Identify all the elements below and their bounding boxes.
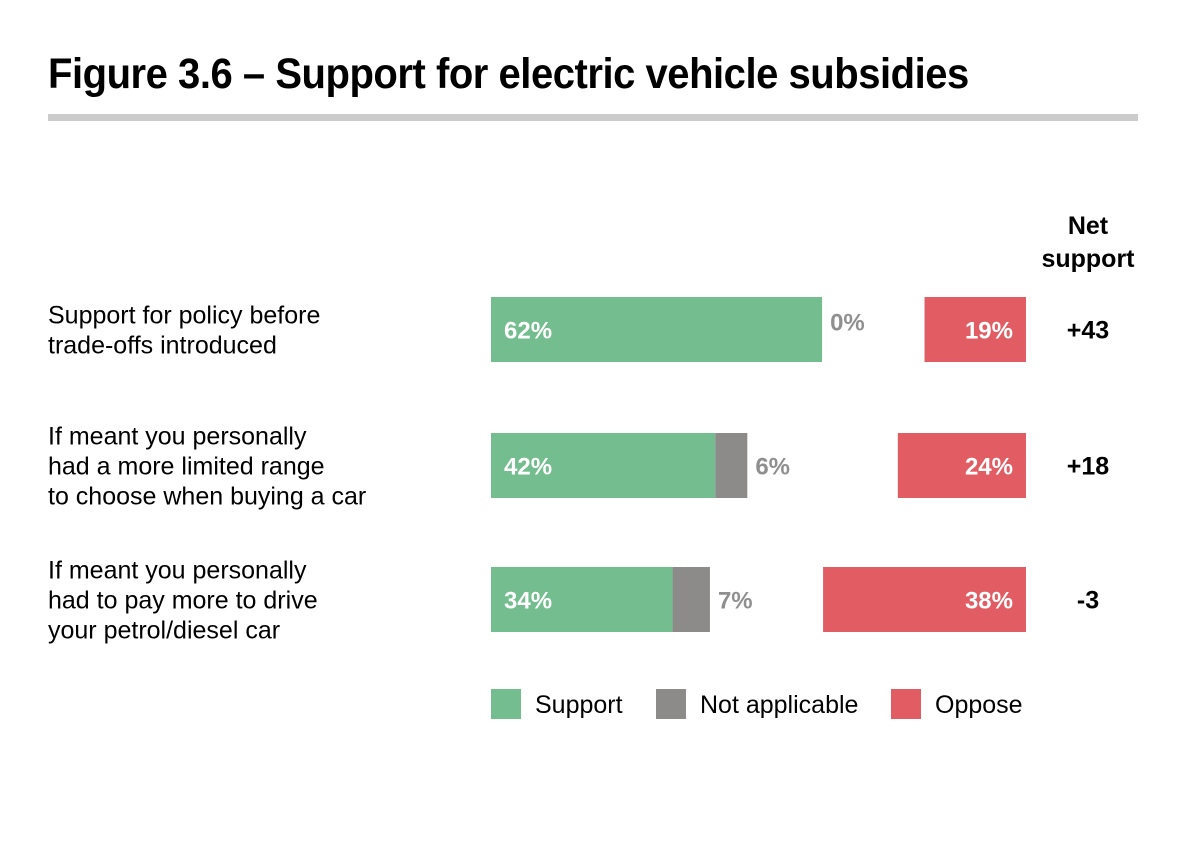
not-applicable-value-label: 6% bbox=[755, 454, 790, 481]
support-value-label: 62% bbox=[504, 318, 552, 345]
not-applicable-value-label: 0% bbox=[830, 310, 865, 337]
support-bar bbox=[491, 297, 823, 362]
oppose-bar bbox=[924, 297, 1026, 362]
title-rule bbox=[48, 114, 1138, 121]
net-support-value: +43 bbox=[1067, 317, 1109, 345]
category-label: to choose when buying a car bbox=[48, 483, 366, 511]
legend-not-applicable-label: Not applicable bbox=[700, 691, 858, 719]
net-support-value: -3 bbox=[1077, 587, 1099, 615]
legend-support-label: Support bbox=[535, 691, 623, 719]
net-support-value: +18 bbox=[1067, 453, 1110, 481]
category-label: If meant you personally bbox=[48, 423, 307, 451]
oppose-value-label: 19% bbox=[965, 318, 1013, 345]
category-label: had a more limited range bbox=[48, 453, 325, 481]
net-support-header: support bbox=[1041, 245, 1135, 273]
category-label: If meant you personally bbox=[48, 557, 307, 585]
chart-title: Figure 3.6 – Support for electric vehicl… bbox=[48, 50, 969, 98]
not-applicable-value-label: 7% bbox=[718, 588, 753, 615]
category-label: had to pay more to drive bbox=[48, 587, 318, 615]
oppose-bar bbox=[823, 567, 1026, 632]
oppose-bar bbox=[897, 433, 1026, 498]
legend-oppose-swatch bbox=[891, 689, 921, 719]
not-applicable-bar bbox=[715, 433, 748, 498]
legend-oppose-label: Oppose bbox=[935, 691, 1023, 719]
legend-not-applicable-swatch bbox=[656, 689, 686, 719]
not-applicable-bar bbox=[672, 567, 710, 632]
oppose-value-label: 38% bbox=[965, 588, 1013, 615]
legend-support-swatch bbox=[491, 689, 521, 719]
support-bar bbox=[491, 433, 716, 498]
category-label: your petrol/diesel car bbox=[48, 617, 280, 645]
oppose-value-label: 24% bbox=[965, 454, 1013, 481]
support-value-label: 34% bbox=[504, 588, 552, 615]
support-bar bbox=[491, 567, 673, 632]
net-support-header: Net bbox=[1068, 212, 1109, 240]
support-value-label: 42% bbox=[504, 454, 552, 481]
category-label: Support for policy before bbox=[48, 302, 320, 330]
category-label: trade-offs introduced bbox=[48, 332, 277, 360]
